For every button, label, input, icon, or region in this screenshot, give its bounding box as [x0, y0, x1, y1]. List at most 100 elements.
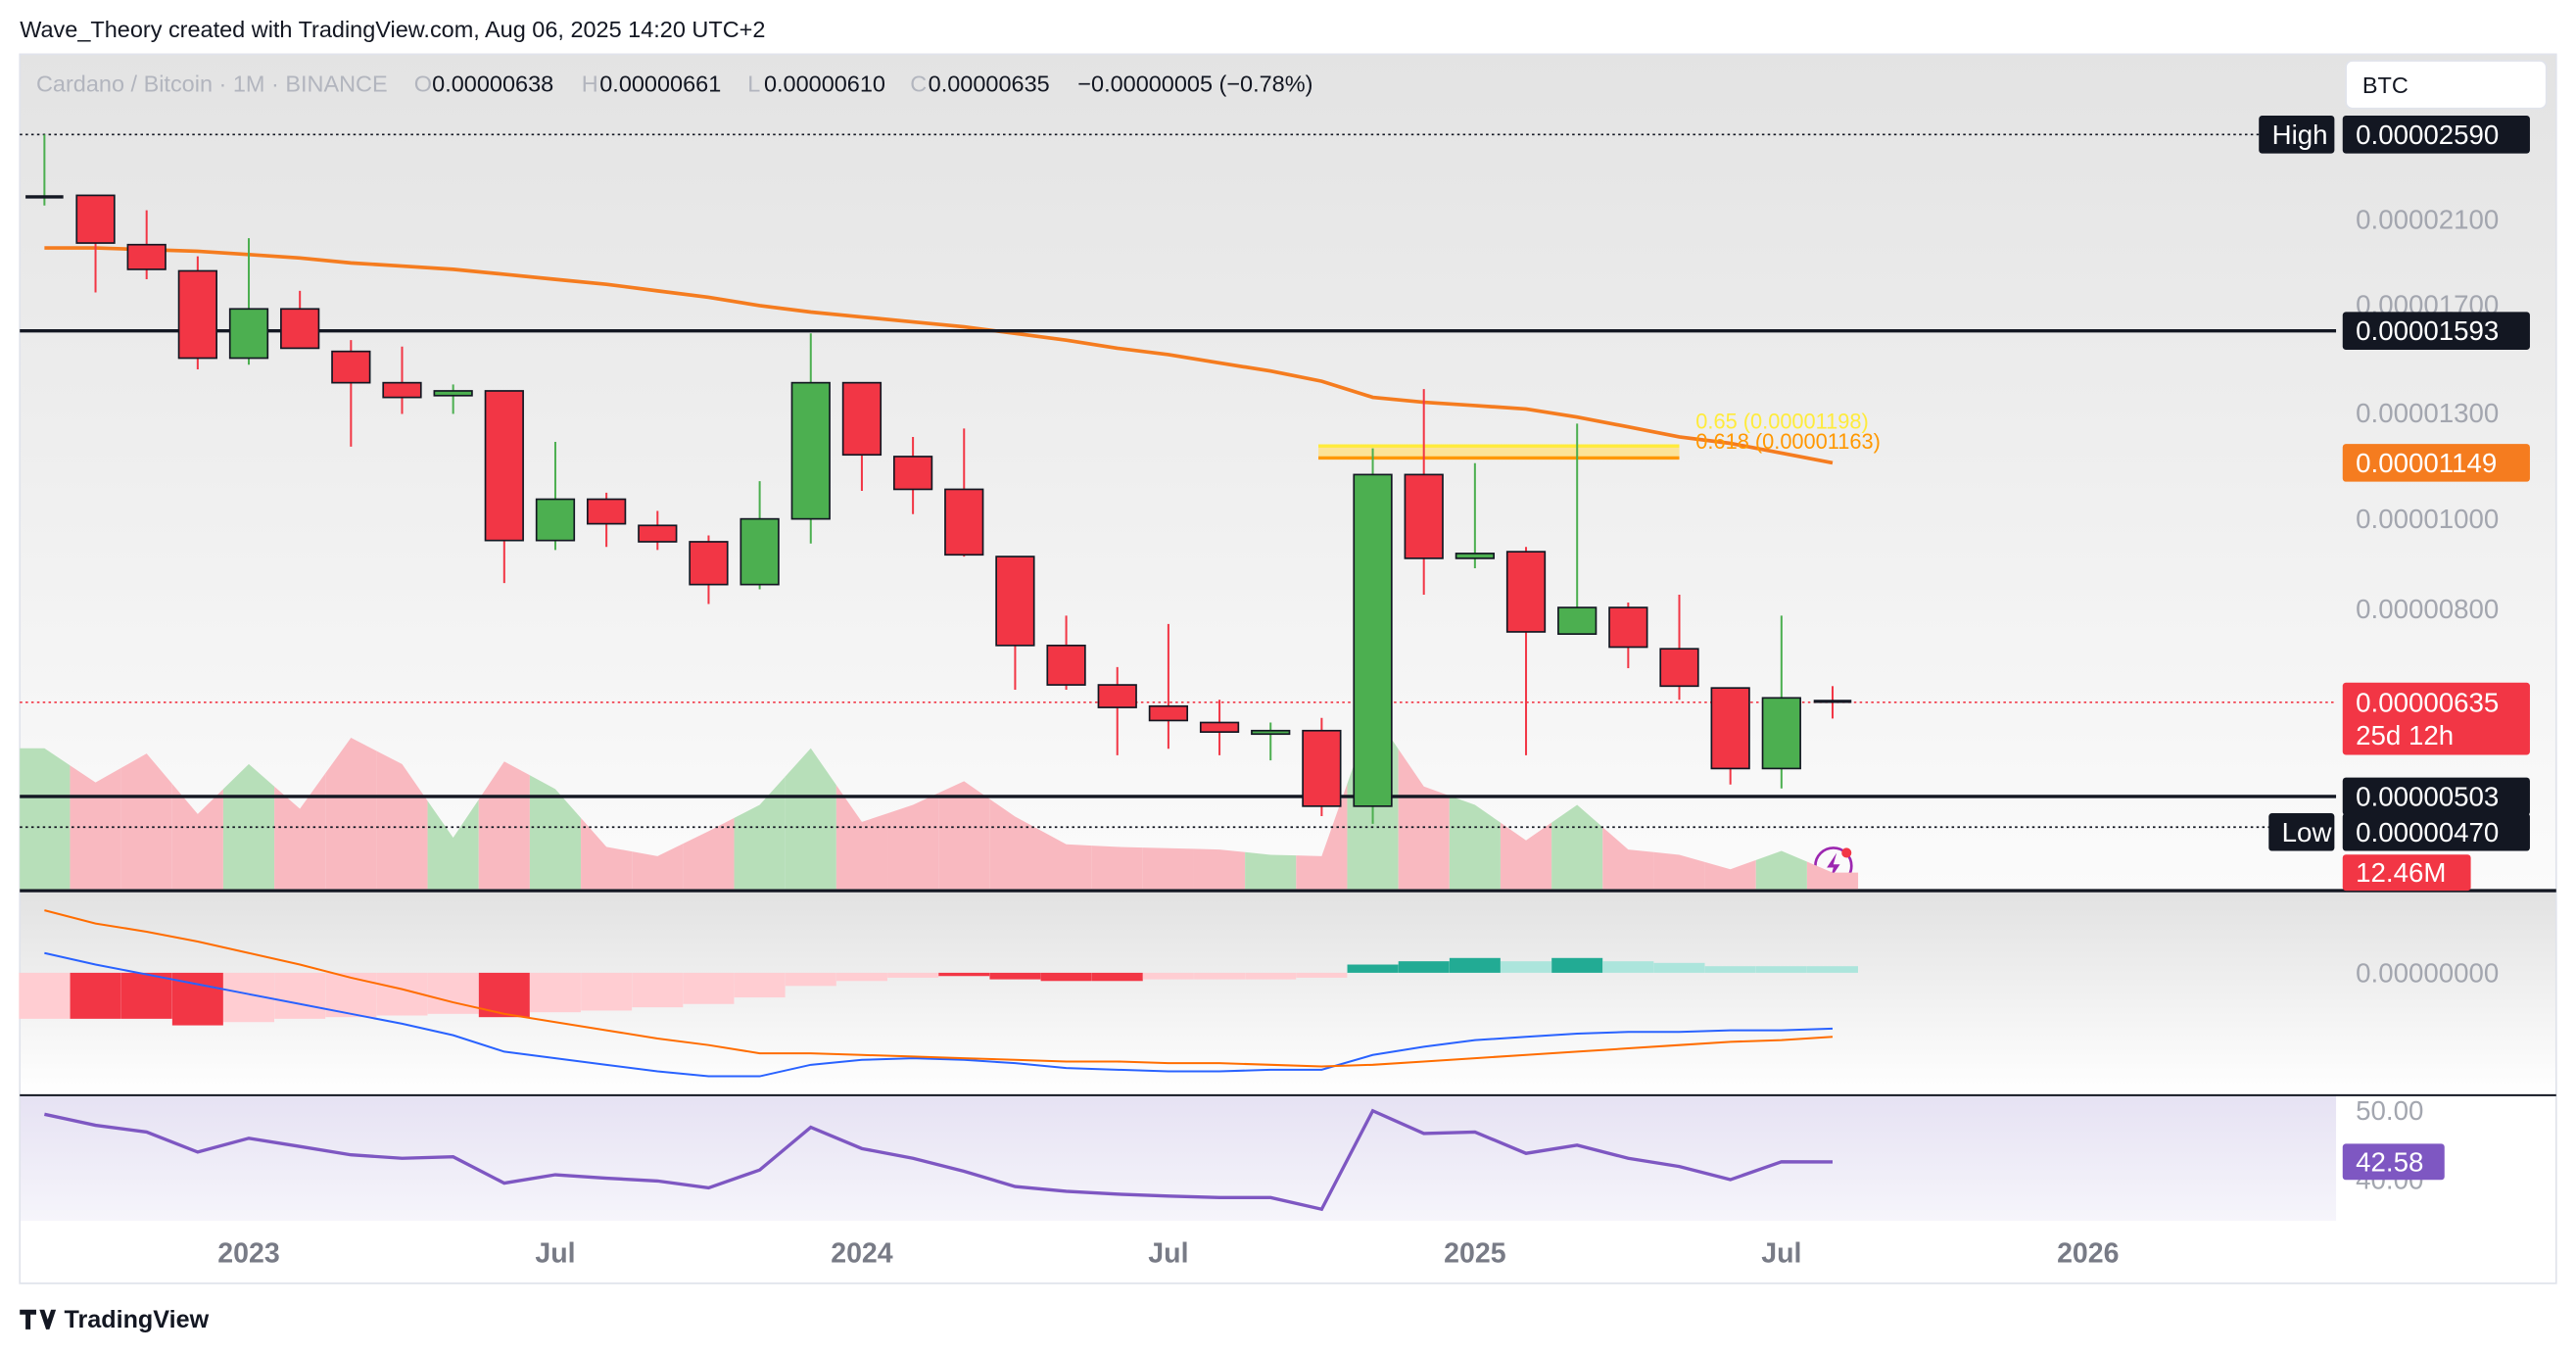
macd-histogram-bar: [19, 972, 71, 1019]
macd-histogram-bar: [887, 972, 939, 978]
legend-value: 0.00000635: [929, 72, 1050, 97]
macd-histogram-bar: [120, 972, 172, 1019]
macd-histogram-bar: [1194, 972, 1246, 980]
candle-body: [1761, 697, 1801, 770]
volume-area: [1142, 847, 1194, 890]
x-tick-label: 2023: [217, 1238, 279, 1270]
volume-area: [835, 785, 888, 890]
legend-key: L: [747, 72, 760, 97]
footer: TradingView: [20, 1306, 210, 1333]
fib-zone: [1318, 446, 1680, 459]
macd-histogram-bar: [274, 972, 326, 1019]
ma-label: 0.00001149: [2356, 448, 2497, 478]
low-label: 0.00000470: [2356, 817, 2499, 847]
x-tick-label: 2025: [1444, 1238, 1506, 1270]
level-label-box: [2342, 777, 2530, 816]
macd-histogram-bar: [1755, 966, 1807, 973]
macd-histogram-bar: [1296, 972, 1348, 978]
symbol-title: Cardano / Bitcoin · 1M · BINANCE: [36, 72, 388, 97]
candle-body: [739, 517, 780, 586]
macd-histogram-bar: [632, 972, 684, 1008]
candle-body: [280, 308, 320, 350]
candle-body: [1710, 687, 1750, 770]
candle-body: [382, 381, 422, 399]
volume-area: [1755, 850, 1807, 890]
macd-histogram-bar: [1142, 972, 1194, 980]
alert-bolt[interactable]: [1827, 852, 1840, 880]
macd-histogram-bar: [938, 972, 990, 977]
macd-histogram-bar: [1501, 961, 1552, 973]
volume-area: [581, 817, 633, 890]
macd-histogram-bar: [581, 972, 633, 1011]
countdown: 25d 12h: [2356, 720, 2454, 750]
candle-body: [1455, 553, 1495, 559]
volume-area: [1704, 859, 1756, 890]
macd-histogram-bar: [989, 972, 1041, 980]
candle-body: [1557, 606, 1598, 635]
candle-body: [228, 308, 269, 360]
y-tick-label: 0.00001300: [2356, 398, 2499, 428]
legend-value: 0.00000638: [432, 72, 553, 97]
x-tick-label: Jul: [1148, 1238, 1188, 1270]
y-tick-label: 0.00001000: [2356, 504, 2499, 534]
macd-histogram-bar: [1806, 966, 1858, 973]
currency[interactable]: BTC: [2362, 73, 2409, 98]
volume-area: [222, 763, 275, 890]
high-tag: High: [2272, 120, 2328, 150]
volume-area: [1500, 822, 1552, 890]
currency-box[interactable]: [2345, 60, 2548, 110]
candle-body: [892, 456, 933, 491]
candle-body: [638, 524, 678, 543]
volume-area: [376, 750, 428, 890]
rsi-pane: [20, 1095, 2337, 1222]
macd-histogram-bar: [427, 972, 479, 1014]
legend-key: C: [910, 72, 927, 97]
volume-area: [1296, 784, 1348, 890]
y-tick-label: 50.00: [2356, 1095, 2423, 1126]
candle-body: [1404, 473, 1444, 559]
candle-body: [1251, 729, 1291, 736]
legend-value: 0.00000610: [764, 72, 885, 97]
candle-body: [790, 381, 831, 520]
volume-area: [1449, 796, 1501, 890]
macd-histogram-bar: [529, 972, 581, 1013]
candle-body: [331, 350, 371, 384]
volume-area: [1398, 749, 1450, 890]
legend-key: H: [582, 72, 598, 97]
volume-area: [274, 773, 326, 890]
candle-body: [1505, 551, 1547, 633]
macd-line: [44, 951, 1834, 1078]
candle-body: [126, 243, 167, 270]
volume-area: [1602, 827, 1654, 890]
macd-histogram-bar: [70, 972, 121, 1019]
last-price-label: 0.00000635: [2356, 687, 2499, 717]
candle-body: [1659, 648, 1699, 688]
high-label: 0.00002590: [2356, 120, 2499, 150]
candle-body: [1148, 704, 1189, 722]
macd-histogram-bar: [1449, 957, 1501, 973]
macd-histogram-bar: [1704, 966, 1756, 973]
fib-label: 0.618 (0.00001163): [1695, 429, 1881, 454]
macd-histogram-bar: [734, 972, 786, 998]
candle-body: [177, 269, 217, 360]
macd-histogram-bar: [1398, 961, 1450, 973]
candle-body: [1097, 684, 1137, 708]
currency-selector[interactable]: BTC: [2345, 60, 2548, 110]
volume-label: 12.46M: [2356, 857, 2446, 888]
level-label: 0.00000503: [2356, 781, 2499, 811]
y-tick-label: 0.00000800: [2356, 594, 2499, 624]
volume-area: [120, 753, 172, 890]
price-pane: [20, 54, 2556, 892]
volume-area: [938, 781, 990, 890]
volume-area: [171, 784, 223, 890]
volume-area: [1040, 830, 1092, 890]
volume-area: [20, 748, 71, 890]
rsi-label: 42.58: [2356, 1146, 2423, 1177]
macd-histogram-bar: [1347, 964, 1399, 973]
volume-area: [887, 793, 939, 890]
volume-area: [1193, 848, 1246, 890]
legend-key: O: [414, 72, 432, 97]
fib-label: 0.65 (0.00001198): [1695, 410, 1869, 434]
header: Wave_Theory created with TradingView.com…: [20, 17, 765, 42]
